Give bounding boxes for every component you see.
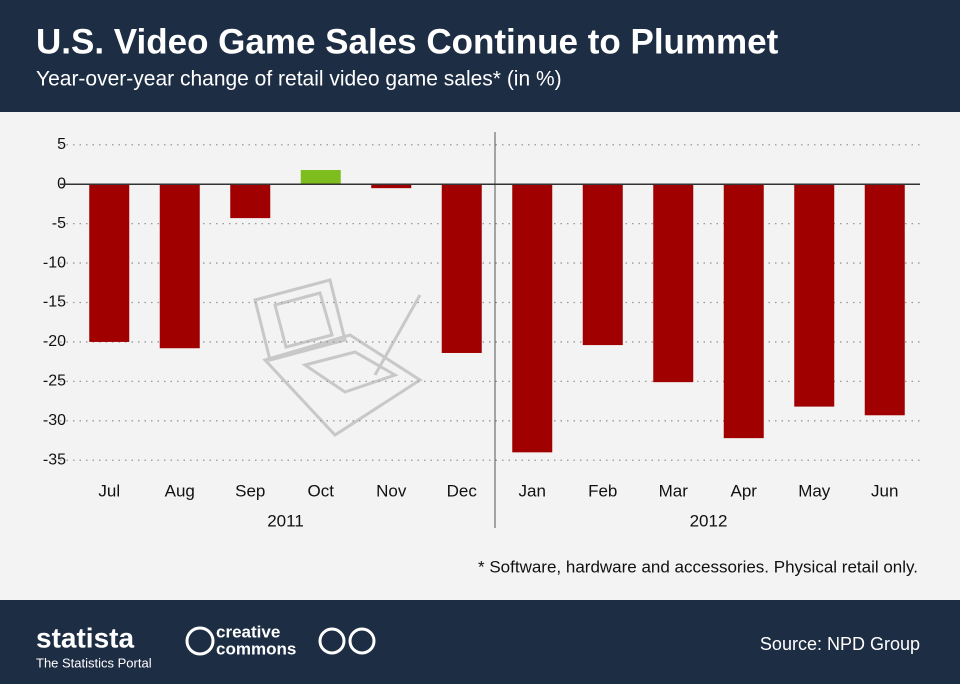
y-tick-label: -15: [43, 294, 66, 311]
x-tick-label: Oct: [308, 481, 335, 500]
bar: [230, 184, 271, 219]
y-tick-label: -35: [43, 451, 66, 468]
group-label: 2011: [267, 511, 304, 530]
y-tick-label: -5: [52, 215, 66, 232]
x-tick-label: Mar: [659, 481, 689, 500]
bar: [300, 170, 341, 185]
license-bottom: commons: [216, 639, 296, 658]
y-tick-label: -10: [43, 254, 66, 271]
x-tick-label: Apr: [731, 481, 758, 500]
footer-band: [0, 600, 960, 684]
header-band: [0, 0, 960, 112]
bar: [159, 184, 200, 349]
y-tick-label: 5: [57, 136, 66, 153]
license-top: creative: [216, 622, 280, 641]
x-tick-label: Feb: [588, 481, 617, 500]
bar: [653, 184, 694, 383]
x-tick-label: Jul: [98, 481, 120, 500]
group-label: 2012: [690, 511, 728, 530]
bar: [794, 184, 835, 407]
chart-title: U.S. Video Game Sales Continue to Plumme…: [36, 22, 779, 61]
nd-icon: [348, 627, 376, 655]
x-tick-label: Jan: [519, 481, 546, 500]
bar: [441, 184, 482, 353]
chart-subtitle: Year-over-year change of retail video ga…: [36, 68, 562, 91]
x-tick-label: Dec: [447, 481, 478, 500]
y-tick-label: -25: [43, 373, 66, 390]
bar: [582, 184, 623, 346]
handheld-illustration: [253, 278, 423, 437]
bar: [371, 184, 412, 189]
x-tick-label: Sep: [235, 481, 265, 500]
by-icon: [318, 627, 346, 655]
bar: [723, 184, 764, 439]
bar: [512, 184, 553, 453]
bar: [864, 184, 905, 416]
footnote: * Software, hardware and accessories. Ph…: [478, 557, 918, 576]
x-tick-label: May: [798, 481, 831, 500]
x-tick-label: Nov: [376, 481, 407, 500]
cc-icon: [185, 626, 215, 656]
x-tick-label: Jun: [871, 481, 898, 500]
bar: [89, 184, 130, 342]
source: Source: NPD Group: [760, 634, 920, 654]
y-tick-label: -30: [43, 412, 66, 429]
tagline: The Statistics Portal: [36, 655, 152, 670]
x-tick-label: Aug: [165, 481, 195, 500]
y-tick-label: -20: [43, 333, 66, 350]
brand: statista: [36, 622, 134, 653]
